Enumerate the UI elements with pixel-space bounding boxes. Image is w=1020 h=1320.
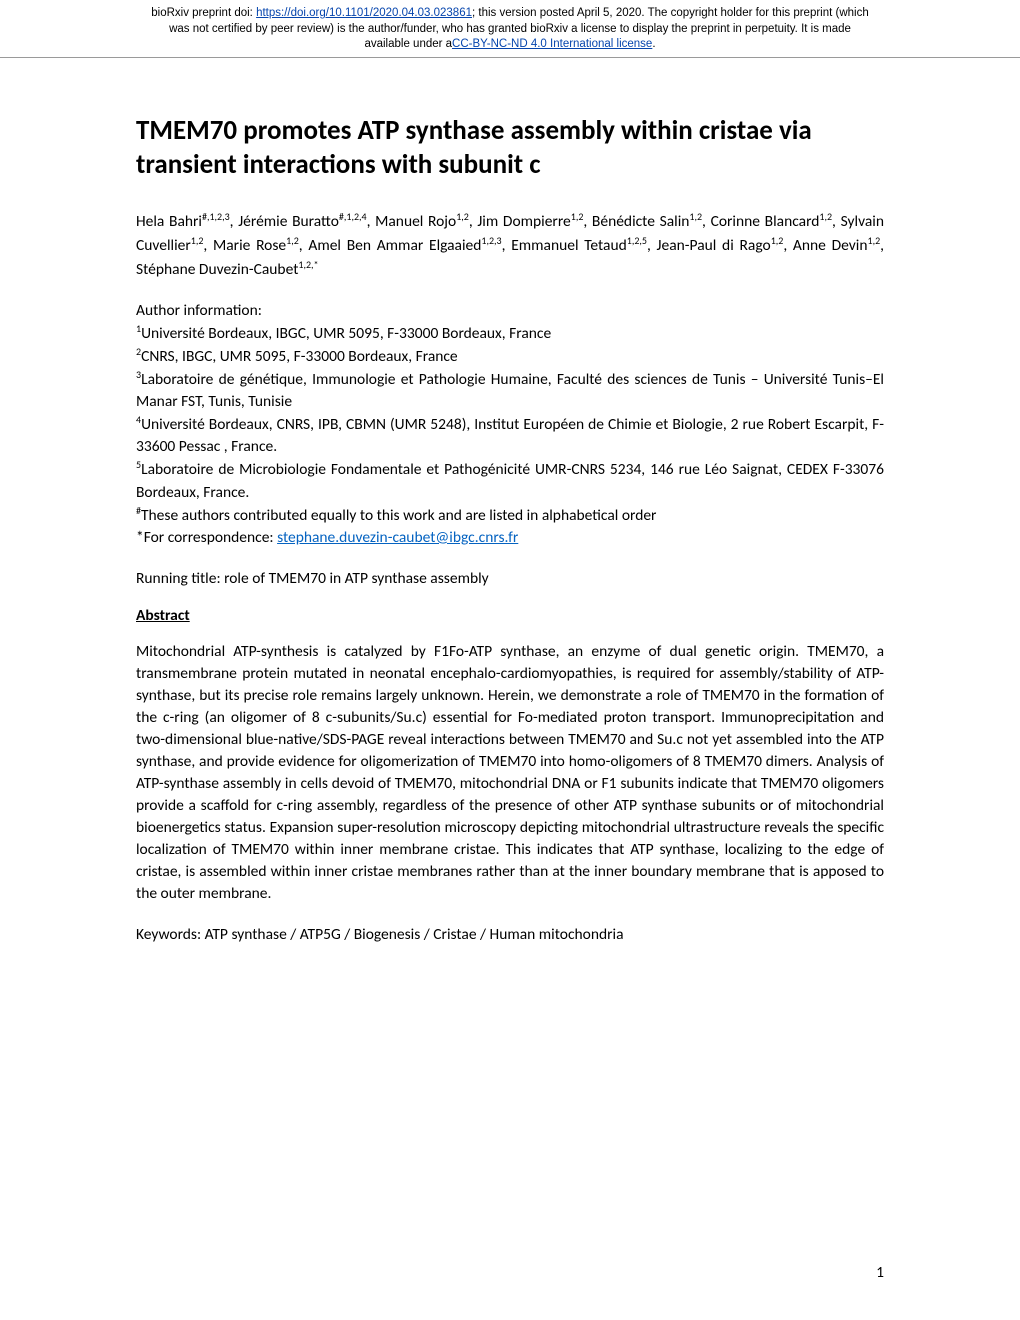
affiliation-2-text: CNRS, IBGC, UMR 5095, F-33000 Bordeaux, … [141, 347, 458, 366]
doi-link[interactable]: https://doi.org/10.1101/2020.04.03.02386… [256, 7, 472, 19]
banner-line3-pre: available under a [364, 38, 452, 50]
abstract-body: Mitochondrial ATP-synthesis is catalyzed… [136, 641, 884, 905]
banner-line3-post: . [652, 38, 655, 50]
equal-contribution-text: These authors contributed equally to thi… [141, 506, 656, 525]
banner-line-3: available under aCC-BY-NC-ND 4.0 Interna… [40, 37, 980, 53]
affiliation-3: 3Laboratoire de génétique, Immunologie e… [136, 368, 884, 413]
author-information: Author information: 1Université Bordeaux… [136, 300, 884, 549]
page-number: 1 [876, 1263, 884, 1282]
affiliation-5-text: Laboratoire de Microbiologie Fondamental… [136, 461, 884, 502]
banner-line-1: bioRxiv preprint doi: https://doi.org/10… [40, 6, 980, 22]
affiliation-4: 4Université Bordeaux, CNRS, IPB, CBMN (U… [136, 413, 884, 458]
affiliation-3-text: Laboratoire de génétique, Immunologie et… [136, 370, 884, 411]
preprint-banner: bioRxiv preprint doi: https://doi.org/10… [0, 0, 1020, 58]
authors-list: Hela Bahri#,1,2,3, Jérémie Buratto#,1,2,… [136, 209, 884, 282]
license-link[interactable]: CC-BY-NC-ND 4.0 International license [452, 38, 652, 50]
running-title: Running title: role of TMEM70 in ATP syn… [136, 569, 884, 588]
author-info-heading: Author information: [136, 300, 884, 322]
affiliation-1: 1Université Bordeaux, IBGC, UMR 5095, F-… [136, 322, 884, 345]
affiliation-2: 2CNRS, IBGC, UMR 5095, F-33000 Bordeaux,… [136, 345, 884, 368]
correspondence-prefix: *For correspondence: [136, 528, 277, 547]
banner-line-2: was not certified by peer review) is the… [40, 22, 980, 38]
affiliation-4-text: Université Bordeaux, CNRS, IPB, CBMN (UM… [136, 415, 884, 456]
banner-line1-post: ; this version posted April 5, 2020. The… [472, 7, 869, 19]
keywords: Keywords: ATP synthase / ATP5G / Biogene… [136, 925, 884, 944]
affiliation-5: 5Laboratoire de Microbiologie Fondamenta… [136, 458, 884, 503]
correspondence: *For correspondence: stephane.duvezin-ca… [136, 527, 884, 549]
abstract-heading: Abstract [136, 606, 884, 625]
correspondence-email-link[interactable]: stephane.duvezin-caubet@ibgc.cnrs.fr [277, 528, 518, 547]
equal-contribution: #These authors contributed equally to th… [136, 504, 884, 527]
page-content: TMEM70 promotes ATP synthase assembly wi… [0, 58, 1020, 944]
paper-title: TMEM70 promotes ATP synthase assembly wi… [136, 114, 884, 183]
banner-line1-pre: bioRxiv preprint doi: [151, 7, 256, 19]
affiliation-1-text: Université Bordeaux, IBGC, UMR 5095, F-3… [141, 324, 551, 343]
